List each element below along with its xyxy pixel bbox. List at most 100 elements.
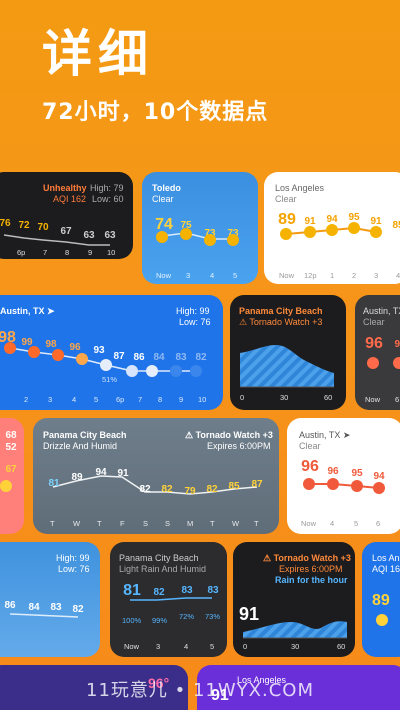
condition: Drizzle And Humid [43,441,118,451]
temp-4: 82 [139,484,151,495]
alert: ⚠ Tornado Watch +3 [263,553,351,563]
tick-2: 60 [324,393,333,402]
warning-icon: ⚠ [185,430,194,440]
current-temp: 89 [372,592,390,609]
widget-austin-white[interactable]: Austin, TX ➤ Clear 96 96 95 94 Now 4 5 6 [287,418,400,534]
tick-5: S [165,519,171,528]
temp-1: 72 [18,220,30,231]
tick-2: 5 [354,519,359,528]
watermark: 11玩意儿 • 11WYX.COM [86,680,314,701]
widget-austin-hourly[interactable]: Austin, TX ➤ High: 99 Low: 76 98 99 98 9… [0,295,223,410]
city-name: Austin, TX ➤ [0,306,55,316]
widget-panama-rain[interactable]: Panama City Beach Light Rain And Humid 8… [110,542,227,657]
temp-0: 76 [0,218,11,229]
hot-face-icon [373,482,385,494]
temp-3: 73 [222,228,244,239]
sun-icon [204,234,216,246]
tick-1: 3 [48,395,53,404]
temp-0: 89 [278,211,296,228]
sun-icon [304,226,316,238]
widget-air-quality[interactable]: Unhealthy AQI 162 High: 79 Low: 60 76 72… [0,172,133,259]
temp-4: 63 [83,230,95,241]
tick-8: 10 [198,395,207,404]
tick-2: 4 [72,395,77,404]
widget-partial-pink[interactable]: 68 52 67 [0,418,24,534]
widget-bottom-purple[interactable]: 96° [0,665,188,710]
temp-8: 83 [175,352,187,363]
temp-3: 95 [348,212,360,223]
cloud-icon [146,365,158,377]
night-icon [170,365,182,377]
widget-los-angeles[interactable]: Los Angeles Clear 89 91 94 95 91 85 Now … [264,172,400,284]
aqi-status: Unhealthy [43,183,87,193]
temp-2: 94 [326,214,338,225]
hot-face-icon [28,346,40,358]
tick-0: Now [156,271,172,280]
low-temp: Low: 76 [58,564,90,574]
tick-2: 1 [330,271,335,280]
alert-expires: Expires 6:00PM [207,441,271,451]
hot-face-icon [303,478,315,490]
temp-5: 82 [161,484,173,495]
page-title: 详细 [42,25,154,83]
tick-4: 10 [107,248,116,257]
tick-0: 2 [24,395,29,404]
tick-1: 3 [156,642,161,651]
tick-3: 5 [94,395,99,404]
temp-0: 74 [155,216,173,233]
temp-0: 98 [0,329,16,346]
widget-rain-hour[interactable]: ⚠ Tornado Watch +3 Expires 6:00PM Rain f… [233,542,355,657]
temp-5: 85 [392,220,400,231]
temp-4: 91 [370,216,382,227]
widget-austin-small[interactable]: Austin, TX Clear 96 94 Now 6 [355,295,400,410]
low-temp: Low: 76 [179,317,211,327]
aqi-value: AQI 162 [53,194,87,204]
widget-bottom-la[interactable]: Los Angeles 91 [197,665,400,710]
temp-1: 94 [394,339,400,350]
tick-0: T [50,519,55,528]
tick-3: 5 [233,271,238,280]
tick-7: 9 [179,395,184,404]
rain-summary: Rain for the hour [275,575,348,585]
tick-7: T [210,519,215,528]
location-arrow-icon: ➤ [342,430,351,440]
alert: ⚠ Tornado Watch +3 [239,317,323,327]
temp-2: 67 [5,464,17,475]
sun-icon [156,231,168,243]
temp-3: 83 [207,585,219,596]
city-name: Los Angeles [275,183,325,193]
tick-9: T [254,519,259,528]
precip-3: 73% [205,612,221,621]
temp-line [52,475,258,495]
precip-1: 99% [152,616,168,625]
temp-3: 94 [373,471,385,482]
tick-6: M [187,519,194,528]
widget-los-angeles-partial[interactable]: Los An AQI 16 89 [362,542,400,657]
tick-2: 60 [337,642,346,651]
widget-toledo[interactable]: Toledo Clear 74 75 73 73 Now 3 4 5 [142,172,258,284]
widget-panama-daily[interactable]: Panama City Beach Drizzle And Humid ⚠ To… [33,418,279,534]
tick-8: W [232,519,240,528]
tick-5: 7 [138,395,143,404]
city-name: Panama City Beach [239,306,323,316]
hero: 详细 72小时，10个数据点 [42,14,268,126]
tick-1: W [73,519,81,528]
current-temp: 91 [211,687,229,704]
warning-icon: ⚠ [263,553,272,563]
tick-3: 6 [376,519,381,528]
city-name: Panama City Beach [43,430,127,440]
widget-blue-partial[interactable]: High: 99 Low: 76 86 84 83 82 [0,542,100,657]
tick-1: 7 [43,248,48,257]
sun-icon [376,614,388,626]
tick-0: 0 [243,642,248,651]
tick-1: 30 [291,642,300,651]
tick-0: Now [301,519,317,528]
tick-1: 3 [186,271,191,280]
temp-1: 52 [5,442,17,453]
widget-panama-precip[interactable]: Panama City Beach ⚠ Tornado Watch +3 0 3… [230,295,346,410]
tick-2: 8 [65,248,70,257]
tick-2: T [97,519,102,528]
tick-1: 4 [330,519,335,528]
city-name: Los An [372,553,400,563]
precip-chart [243,621,347,639]
